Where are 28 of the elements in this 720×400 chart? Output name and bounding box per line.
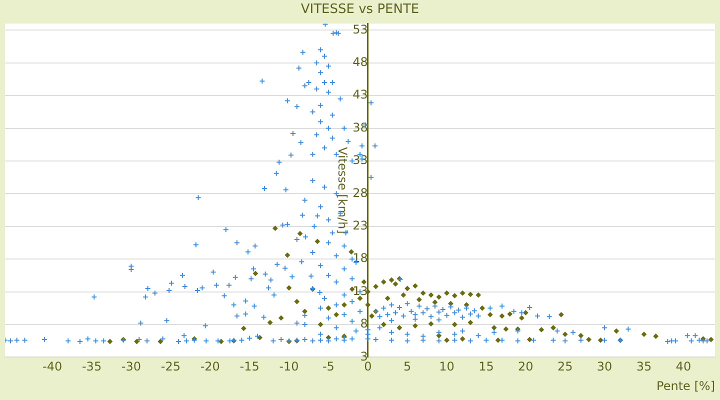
y-tick-label: 33: [352, 153, 368, 168]
y-tick-label: 28: [352, 186, 368, 200]
x-tick-label: 30: [596, 360, 612, 374]
x-tick-label: 40: [676, 360, 692, 374]
y-tick-label: 48: [352, 54, 368, 69]
x-tick-label: 25: [557, 360, 573, 374]
x-tick-label: 35: [636, 360, 652, 374]
x-tick-label: -40: [42, 360, 62, 374]
y-tick-label: 23: [352, 218, 368, 232]
x-tick-label: -35: [82, 360, 102, 374]
x-tick-label: 10: [439, 360, 454, 374]
y-tick-label: 43: [352, 88, 368, 102]
x-tick-label: 0: [364, 360, 372, 374]
x-tick-label: 20: [518, 360, 534, 374]
x-tick-label: 15: [478, 360, 494, 374]
x-tick-label: -15: [240, 360, 260, 374]
x-tick-label: -10: [279, 360, 299, 374]
y-tick-label: 53: [352, 22, 368, 36]
x-tick-label: -25: [160, 360, 180, 374]
y-axis-title: Vitesse [km/h]: [335, 147, 350, 234]
x-axis-title: Pente [%]: [656, 378, 715, 393]
x-tick-label: -30: [121, 360, 142, 374]
x-tick-label: 5: [404, 360, 412, 374]
x-tick-label: -20: [200, 360, 220, 374]
y-tick-label: 8: [360, 316, 368, 331]
x-tick-label: -5: [322, 360, 334, 374]
y-tick-label: 18: [352, 251, 368, 266]
chart-title: VITESSE vs PENTE: [300, 2, 420, 18]
